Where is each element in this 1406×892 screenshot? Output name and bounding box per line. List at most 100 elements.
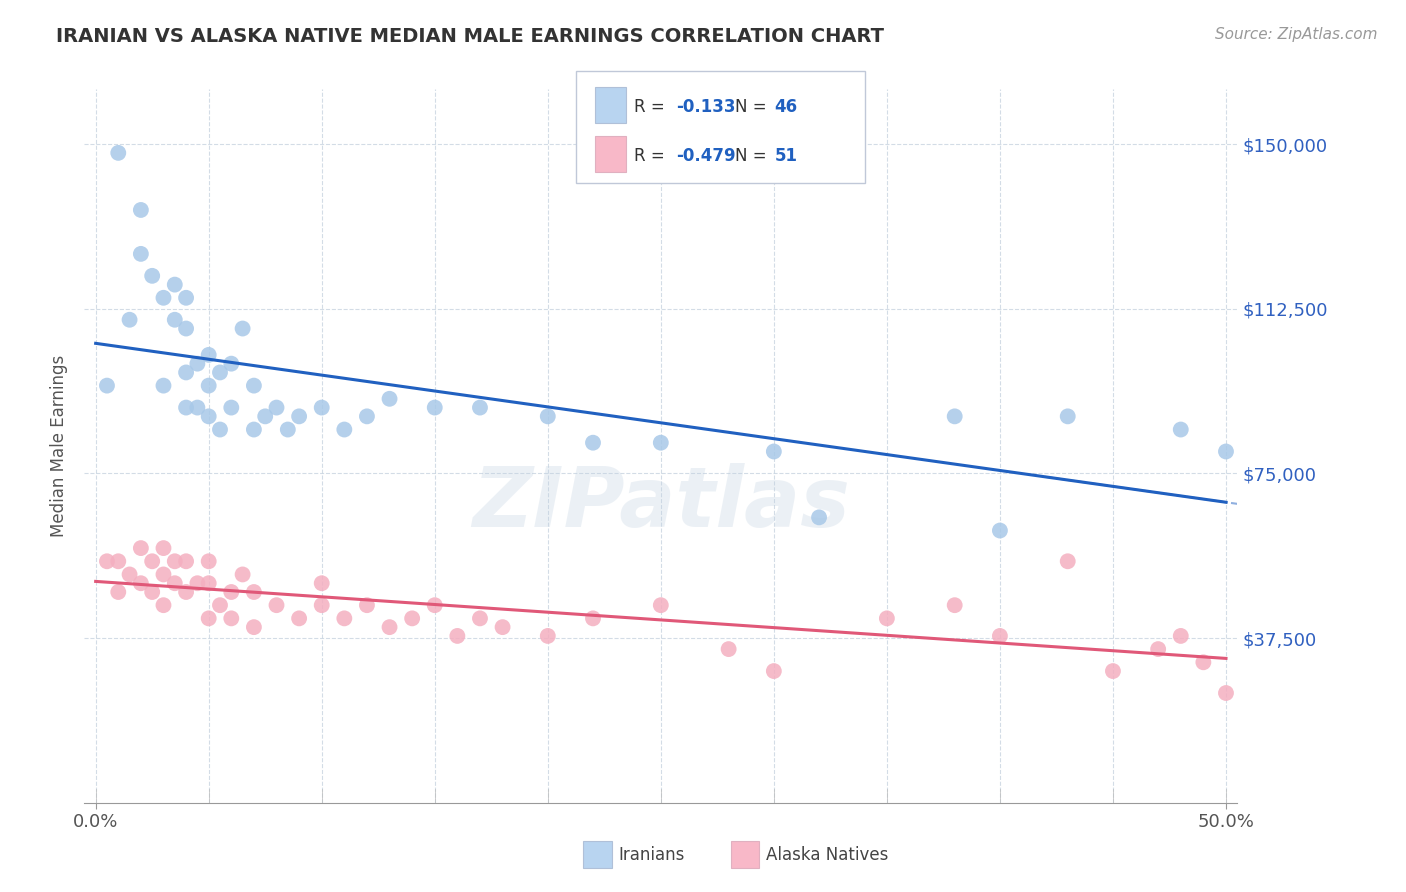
Point bbox=[96, 554, 118, 568]
Point bbox=[197, 576, 219, 591]
Point bbox=[650, 435, 672, 450]
Point bbox=[141, 554, 163, 568]
Point bbox=[808, 510, 831, 524]
Point bbox=[118, 312, 141, 326]
Point bbox=[221, 611, 243, 625]
Text: N =: N = bbox=[735, 97, 772, 116]
Y-axis label: Median Male Earnings: Median Male Earnings bbox=[51, 355, 69, 537]
Point bbox=[356, 409, 378, 424]
Point bbox=[174, 321, 197, 335]
Point bbox=[988, 629, 1011, 643]
Point bbox=[356, 598, 378, 612]
Point bbox=[118, 567, 141, 582]
Text: N =: N = bbox=[735, 147, 772, 165]
Point bbox=[311, 576, 333, 591]
Point bbox=[446, 629, 468, 643]
Point bbox=[208, 366, 231, 380]
Point bbox=[378, 392, 401, 406]
Point bbox=[277, 423, 299, 437]
Point bbox=[1215, 686, 1237, 700]
Point bbox=[311, 401, 333, 415]
Point bbox=[288, 409, 311, 424]
Point bbox=[208, 423, 231, 437]
Point bbox=[333, 423, 356, 437]
Point bbox=[311, 598, 333, 612]
Point bbox=[378, 620, 401, 634]
Point bbox=[152, 567, 174, 582]
Point bbox=[186, 576, 208, 591]
Point bbox=[221, 401, 243, 415]
Point bbox=[1192, 655, 1215, 669]
Point bbox=[174, 291, 197, 305]
Point bbox=[266, 598, 288, 612]
Point bbox=[243, 378, 266, 392]
Point bbox=[1056, 409, 1078, 424]
Point bbox=[208, 598, 231, 612]
Point bbox=[197, 409, 219, 424]
Point bbox=[174, 554, 197, 568]
Point bbox=[174, 401, 197, 415]
Point bbox=[1102, 664, 1125, 678]
Point bbox=[988, 524, 1011, 538]
Text: 46: 46 bbox=[775, 97, 797, 116]
Point bbox=[1170, 423, 1192, 437]
Point bbox=[186, 401, 208, 415]
Point bbox=[582, 435, 605, 450]
Point bbox=[197, 378, 219, 392]
Point bbox=[107, 554, 129, 568]
Point bbox=[1215, 444, 1237, 458]
Text: -0.479: -0.479 bbox=[676, 147, 735, 165]
Point bbox=[197, 611, 219, 625]
Point bbox=[129, 541, 152, 555]
Point bbox=[163, 312, 186, 326]
Point bbox=[174, 585, 197, 599]
Point bbox=[107, 585, 129, 599]
Text: Iranians: Iranians bbox=[619, 846, 685, 863]
Point bbox=[537, 629, 560, 643]
Point bbox=[221, 357, 243, 371]
Text: Alaska Natives: Alaska Natives bbox=[766, 846, 889, 863]
Point bbox=[221, 585, 243, 599]
Point bbox=[197, 554, 219, 568]
Point bbox=[152, 378, 174, 392]
Point bbox=[174, 366, 197, 380]
Point bbox=[1056, 554, 1078, 568]
Point bbox=[129, 247, 152, 261]
Point bbox=[152, 541, 174, 555]
Point bbox=[1170, 629, 1192, 643]
Point bbox=[717, 642, 740, 657]
Point bbox=[163, 277, 186, 292]
Point bbox=[650, 598, 672, 612]
Point bbox=[186, 357, 208, 371]
Point bbox=[537, 409, 560, 424]
Point bbox=[243, 620, 266, 634]
Point bbox=[163, 576, 186, 591]
Point bbox=[943, 409, 966, 424]
Point bbox=[141, 585, 163, 599]
Point bbox=[468, 611, 491, 625]
Point bbox=[107, 145, 129, 160]
Point bbox=[96, 378, 118, 392]
Point bbox=[163, 554, 186, 568]
Text: ZIPatlas: ZIPatlas bbox=[472, 463, 849, 543]
Point bbox=[232, 567, 254, 582]
Point bbox=[129, 202, 152, 217]
Point bbox=[401, 611, 423, 625]
Point bbox=[129, 576, 152, 591]
Point bbox=[943, 598, 966, 612]
Point bbox=[1147, 642, 1170, 657]
Point bbox=[582, 611, 605, 625]
Text: R =: R = bbox=[634, 147, 671, 165]
Point bbox=[152, 291, 174, 305]
Point bbox=[232, 321, 254, 335]
Text: IRANIAN VS ALASKA NATIVE MEDIAN MALE EARNINGS CORRELATION CHART: IRANIAN VS ALASKA NATIVE MEDIAN MALE EAR… bbox=[56, 27, 884, 45]
Point bbox=[254, 409, 277, 424]
Text: -0.133: -0.133 bbox=[676, 97, 735, 116]
Point bbox=[243, 585, 266, 599]
Text: 51: 51 bbox=[775, 147, 797, 165]
Point bbox=[762, 444, 785, 458]
Point bbox=[423, 598, 446, 612]
Point bbox=[876, 611, 898, 625]
Point bbox=[333, 611, 356, 625]
Point bbox=[141, 268, 163, 283]
